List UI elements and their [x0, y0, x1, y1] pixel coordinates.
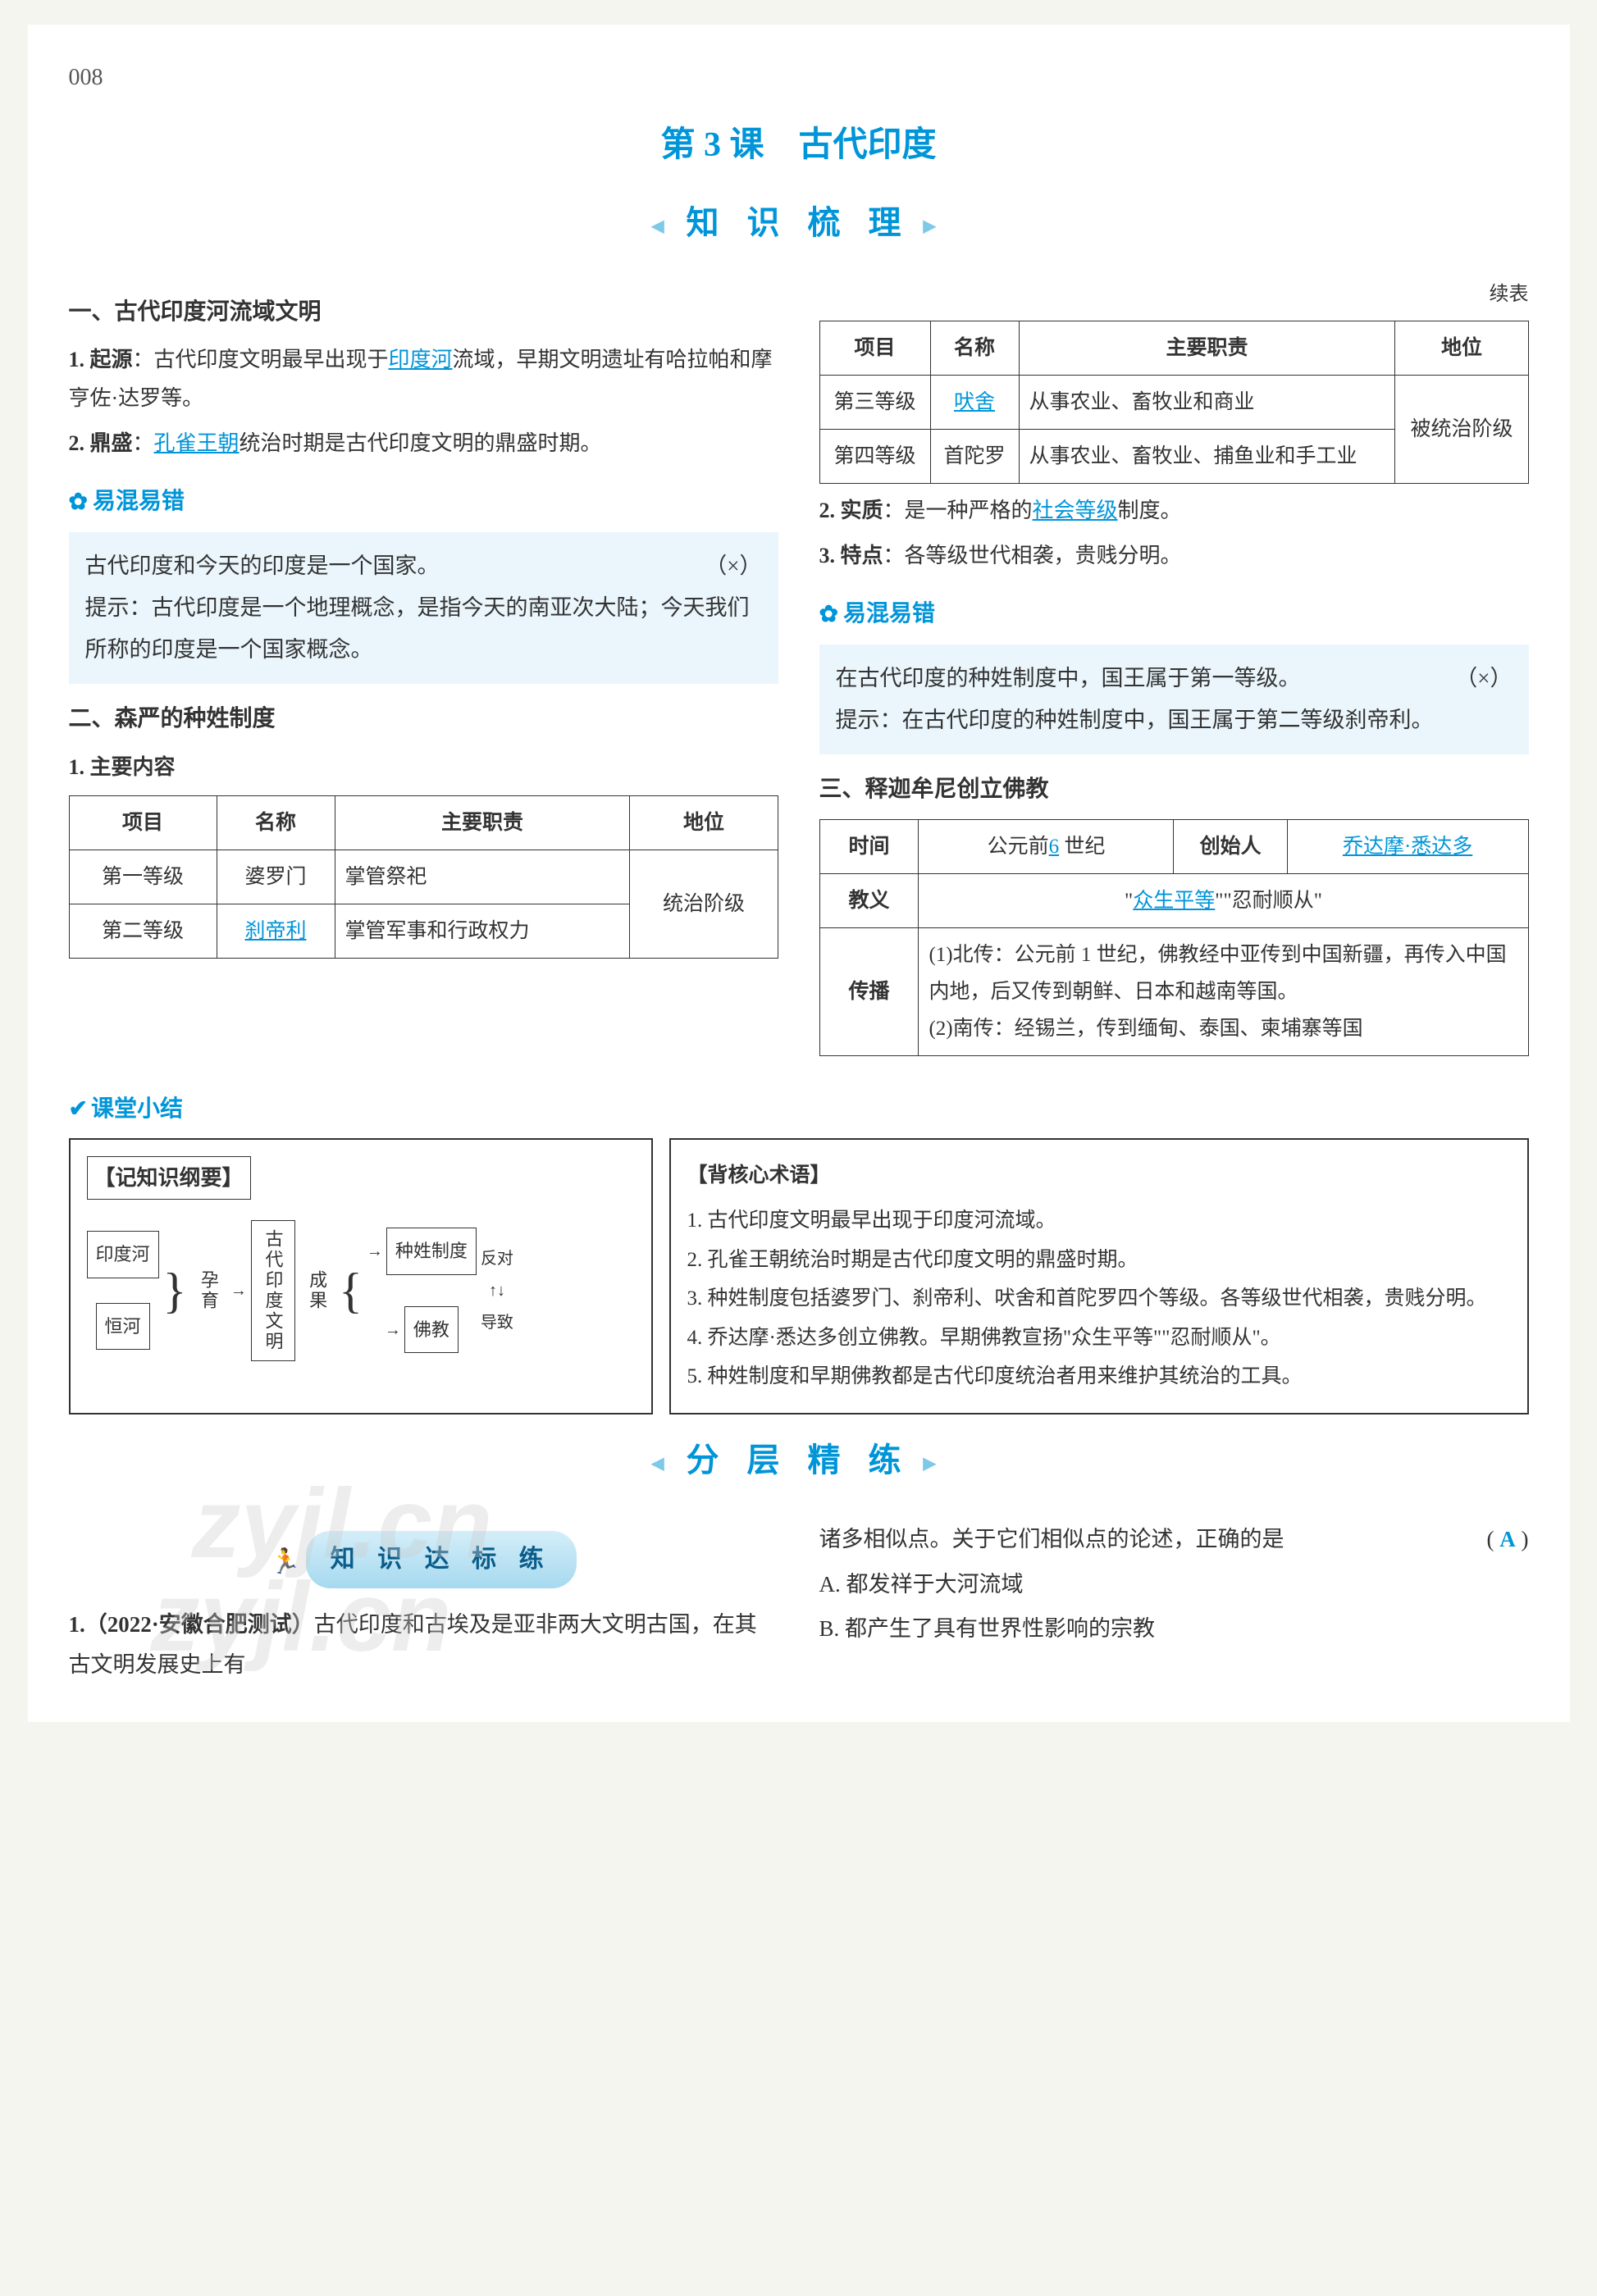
keyword-vaishya: 吠舍	[954, 391, 995, 413]
keyword-indus: 印度河	[389, 348, 453, 371]
page-number: 008	[69, 57, 1529, 98]
runner-icon: 🏃	[270, 1548, 300, 1575]
section3-heading: 三、释迦牟尼创立佛教	[819, 769, 1529, 810]
summary-right-title: 【背核心术语】	[687, 1156, 1511, 1196]
summary-point: 2. 孔雀王朝统治时期是古代印度文明的鼎盛时期。	[687, 1241, 1511, 1280]
practice-columns: 🏃知 识 达 标 练 1.（2022·安徽合肥测试）古代印度和古埃及是亚非两大文…	[69, 1515, 1529, 1689]
diagram-node-caste: 种姓制度	[386, 1228, 477, 1275]
q1-cont: 诸多相似点。关于它们相似点的论述，正确的是 ( A )	[819, 1519, 1529, 1560]
puzzle-icon: ✿	[69, 482, 88, 523]
diagram-rel-cause: 导致	[481, 1308, 513, 1337]
pill-row: 🏃知 识 达 标 练	[69, 1531, 778, 1588]
diagram-label-nurture: 孕育	[190, 1270, 226, 1311]
practice-pill: 知 识 达 标 练	[306, 1531, 577, 1588]
diagram-label-result: 成果	[299, 1270, 335, 1311]
practice-right: 诸多相似点。关于它们相似点的论述，正确的是 ( A ) A. 都发祥于大河流域 …	[819, 1515, 1529, 1689]
continued-label: 续表	[819, 277, 1529, 312]
left-column: 一、古代印度河流域文明 1. 起源：古代印度文明最早出现于印度河流域，早期文明遗…	[69, 277, 778, 1064]
diagram-node-ganges: 恒河	[96, 1303, 150, 1351]
wrong-mark: （×）	[1455, 658, 1512, 699]
updown-arrow-icon: ↑↓	[489, 1276, 505, 1305]
knowledge-diagram: 印度河 恒河 } 孕育 → 古代印度文明 成果 { →种姓制度 →佛教 反对 ↑…	[87, 1220, 635, 1361]
s2-sub: 1. 主要内容	[69, 749, 778, 787]
bracket-icon: }	[163, 1266, 187, 1315]
q1-optA: A. 都发祥于大河流域	[819, 1565, 1529, 1605]
right-column: 续表 项目 名称 主要职责 地位 第三等级 吠舍 从事农业、畜牧业和商业 被统治…	[819, 277, 1529, 1064]
summary-point: 5. 种姓制度和早期佛教都是古代印度统治者用来维护其统治的工具。	[687, 1357, 1511, 1396]
confuse2-box: 在古代印度的种姓制度中，国王属于第一等级。（×） 提示：在古代印度的种姓制度中，…	[819, 645, 1529, 755]
summary-point: 1. 古代印度文明最早出现于印度河流域。	[687, 1201, 1511, 1241]
s2b-p3: 3. 特点：各等级世代相袭，贵贱分明。	[819, 537, 1529, 576]
s2b-p2: 2. 实质：是一种严格的社会等级制度。	[819, 492, 1529, 531]
summary-row: 【记知识纲要】 印度河 恒河 } 孕育 → 古代印度文明 成果 { →种姓制度 …	[69, 1138, 1529, 1414]
summary-point: 3. 种姓制度包括婆罗门、刹帝利、吠舍和首陀罗四个等级。各等级世代相袭，贵贱分明…	[687, 1279, 1511, 1319]
puzzle-icon: ✿	[819, 594, 838, 636]
caste-table-1: 项目 名称 主要职责 地位 第一等级 婆罗门 掌管祭祀 统治阶级 第二等级 刹帝…	[69, 795, 778, 959]
practice-left: 🏃知 识 达 标 练 1.（2022·安徽合肥测试）古代印度和古埃及是亚非两大文…	[69, 1515, 778, 1689]
buddhism-table: 时间 公元前6 世纪 创始人 乔达摩·悉达多 教义 "众生平等""忍耐顺从" 传…	[819, 819, 1529, 1056]
q1-optB: B. 都产生了具有世界性影响的宗教	[819, 1609, 1529, 1649]
summary-header: ✔课堂小结	[69, 1089, 1529, 1130]
keyword-6c: 6	[1049, 836, 1060, 858]
keyword-kshatriya: 刹帝利	[244, 920, 306, 942]
wrong-mark: （×）	[705, 545, 761, 587]
section-banner-knowledge: 知 识 梳 理	[69, 194, 1529, 253]
diagram-node-indus: 印度河	[87, 1231, 159, 1278]
s1-p2: 2. 鼎盛：孔雀王朝统治时期是古代印度文明的鼎盛时期。	[69, 425, 778, 463]
knowledge-columns: 一、古代印度河流域文明 1. 起源：古代印度文明最早出现于印度河流域，早期文明遗…	[69, 277, 1529, 1064]
caste-table-2: 项目 名称 主要职责 地位 第三等级 吠舍 从事农业、畜牧业和商业 被统治阶级 …	[819, 321, 1529, 484]
lesson-title: 第 3 课 古代印度	[69, 115, 1529, 177]
keyword-maurya: 孔雀王朝	[154, 431, 240, 455]
keyword-gautama: 乔达摩·悉达多	[1343, 836, 1472, 858]
section1-heading: 一、古代印度河流域文明	[69, 292, 778, 333]
diagram-node-buddhism: 佛教	[404, 1306, 459, 1354]
confuse2-header: ✿易混易错	[819, 594, 1529, 636]
keyword-equality: 众生平等	[1133, 890, 1215, 912]
check-icon: ✔	[69, 1096, 88, 1122]
summary-right: 【背核心术语】 1. 古代印度文明最早出现于印度河流域。 2. 孔雀王朝统治时期…	[669, 1138, 1529, 1414]
summary-left: 【记知识纲要】 印度河 恒河 } 孕育 → 古代印度文明 成果 { →种姓制度 …	[69, 1138, 653, 1414]
s1-p1: 1. 起源：古代印度文明最早出现于印度河流域，早期文明遗址有哈拉帕和摩亨佐·达罗…	[69, 341, 778, 418]
arrow-icon: →	[230, 1276, 247, 1305]
confuse1-box: 古代印度和今天的印度是一个国家。（×） 提示：古代印度是一个地理概念，是指今天的…	[69, 532, 778, 685]
summary-left-title: 【记知识纲要】	[87, 1156, 251, 1200]
q1-answer: A	[1499, 1527, 1516, 1551]
summary-point: 4. 乔达摩·悉达多创立佛教。早期佛教宣扬"众生平等""忍耐顺从"。	[687, 1319, 1511, 1358]
page: 008 第 3 课 古代印度 知 识 梳 理 一、古代印度河流域文明 1. 起源…	[28, 25, 1570, 1722]
confuse1-header: ✿易混易错	[69, 481, 778, 524]
section2-heading: 二、森严的种姓制度	[69, 699, 778, 740]
diagram-rel-oppose: 反对	[481, 1244, 513, 1273]
q1: 1.（2022·安徽合肥测试）古代印度和古埃及是亚非两大文明古国，在其古文明发展…	[69, 1605, 778, 1684]
diagram-node-india: 古代印度文明	[251, 1220, 295, 1361]
bracket-icon: {	[339, 1266, 363, 1315]
keyword-social-rank: 社会等级	[1033, 499, 1118, 522]
section-banner-practice: 分 层 精 练	[69, 1431, 1529, 1490]
